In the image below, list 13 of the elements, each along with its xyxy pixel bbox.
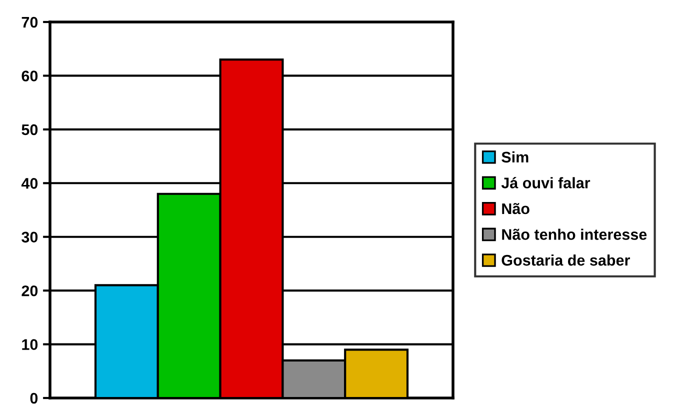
legend-label: Não <box>502 202 530 214</box>
y-tick-label: 0 <box>30 392 38 404</box>
y-tick-label: 40 <box>21 178 38 189</box>
legend-label: Já ouvi falar <box>501 177 590 188</box>
y-tick-label: 30 <box>22 232 38 243</box>
legend-label: Gostaria de saber <box>502 254 630 266</box>
legend-label: Não tenho interesse <box>502 228 647 240</box>
y-tick-label: 10 <box>22 339 38 350</box>
y-tick-label: 60 <box>22 70 38 82</box>
legend-label: Sim <box>502 151 528 163</box>
y-tick-label: 50 <box>22 124 38 136</box>
y-tick-label: 70 <box>22 16 38 28</box>
y-tick-label: 20 <box>22 285 38 296</box>
